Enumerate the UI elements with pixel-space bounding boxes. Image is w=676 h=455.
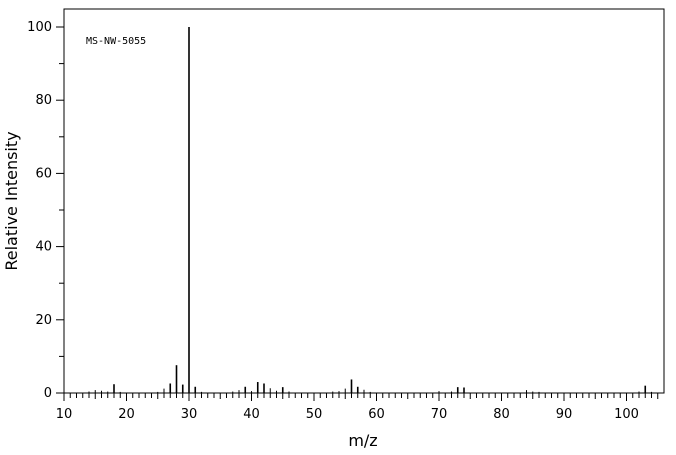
x-tick-label: 40 <box>243 407 260 422</box>
x-tick-label: 90 <box>556 407 573 422</box>
y-tick-label: 60 <box>35 166 52 181</box>
x-tick-label: 70 <box>431 407 448 422</box>
y-axis-label: Relative Intensity <box>2 131 21 270</box>
x-tick-label: 60 <box>368 407 385 422</box>
x-axis-label: m/z <box>348 431 377 450</box>
x-tick-label: 20 <box>118 407 135 422</box>
x-tick-label: 80 <box>493 407 510 422</box>
x-tick-label: 10 <box>56 407 73 422</box>
y-tick-label: 80 <box>35 93 52 108</box>
plot-frame <box>63 8 665 394</box>
x-tick-label: 50 <box>306 407 323 422</box>
x-tick-label: 100 <box>614 407 639 422</box>
y-axis-ticks: 0 20 40 60 80 100 <box>27 20 64 401</box>
x-tick-label: 30 <box>181 407 198 422</box>
annotation-label: MS-NW-5055 <box>86 36 146 47</box>
y-tick-label: 40 <box>35 240 52 255</box>
bars-group <box>88 27 652 393</box>
x-axis-ticks: 10 20 30 40 50 60 70 80 90 100 <box>56 393 659 422</box>
y-tick-label: 100 <box>27 20 52 35</box>
y-tick-label: 0 <box>44 386 52 401</box>
y-tick-label: 20 <box>35 313 52 328</box>
